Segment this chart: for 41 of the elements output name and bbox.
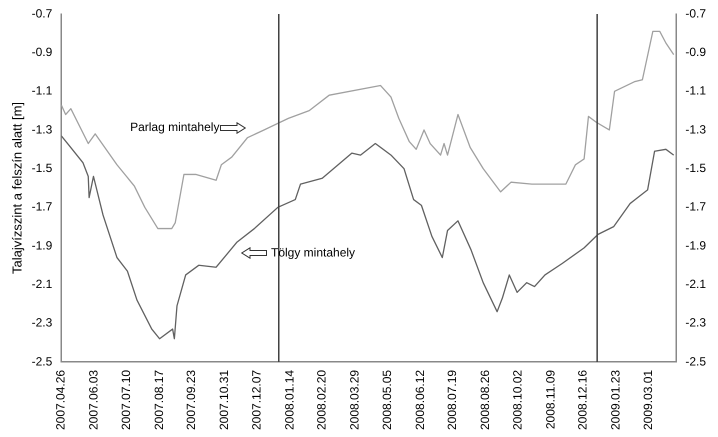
x-tick-label: 2008.12.16	[576, 370, 590, 430]
y2-tick-label: -1.3	[685, 122, 706, 136]
y2-tick-label: -2.5	[685, 354, 706, 368]
x-tick-label: 2008.06.12	[412, 370, 427, 430]
y-tick-label: -1.1	[32, 84, 53, 98]
x-tick-label: 2008.03.29	[348, 370, 362, 430]
x-tick-label: 2008.07.19	[445, 370, 460, 430]
text: Parlag mintahely	[130, 120, 220, 134]
y-axis-title: Talajvízszint a felszín alatt [m]	[9, 102, 24, 274]
x-tick-label: 2007.06.03	[86, 370, 101, 430]
y-tick-label: -1.7	[32, 200, 53, 214]
x-tick-label: 2008.10.02	[510, 370, 524, 430]
y-tick-label: -1.9	[32, 238, 53, 252]
y-tick-label: -2.3	[32, 316, 53, 330]
y-tick-label: -2.1	[32, 276, 53, 291]
x-tick-label: 2008.11.09	[543, 370, 558, 430]
y-tick-label: -1.5	[32, 160, 53, 175]
x-tick-label: 2007.10.31	[217, 370, 232, 430]
y2-tick-label: -1.9	[685, 238, 706, 252]
y2-tick-label: -2.1	[685, 276, 706, 291]
y2-tick-label: -1.1	[685, 84, 706, 98]
x-tick-label: 2009.01.23	[608, 370, 623, 430]
x-tick-label: 2008.01.14	[282, 370, 296, 430]
x-tick-label: 2007.09.23	[184, 370, 198, 430]
x-tick-label: 2009.03.01	[640, 370, 655, 430]
y2-tick-label: -0.7	[685, 6, 706, 20]
y-tick-label: -1.3	[32, 122, 53, 136]
y-tick-label: -2.5	[32, 354, 53, 368]
x-tick-label: 2008.05.05	[380, 370, 394, 430]
x-tick-label: 2008.08.26	[478, 370, 492, 430]
x-tick-label: 2007.07.10	[118, 370, 133, 430]
x-tick-label: 2007.12.07	[249, 370, 264, 430]
y2-tick-label: -1.5	[685, 160, 706, 175]
x-tick-label: 2008.02.20	[314, 370, 329, 430]
y-tick-label: -0.7	[32, 6, 53, 20]
y2-tick-label: -0.9	[685, 44, 706, 59]
y-tick-label: -0.9	[32, 44, 53, 59]
y2-tick-label: -2.3	[685, 316, 706, 330]
x-tick-label: 2007.08.17	[152, 370, 166, 430]
y2-tick-label: -1.7	[685, 200, 706, 214]
x-tick-label: 2007.04.26	[54, 370, 68, 430]
